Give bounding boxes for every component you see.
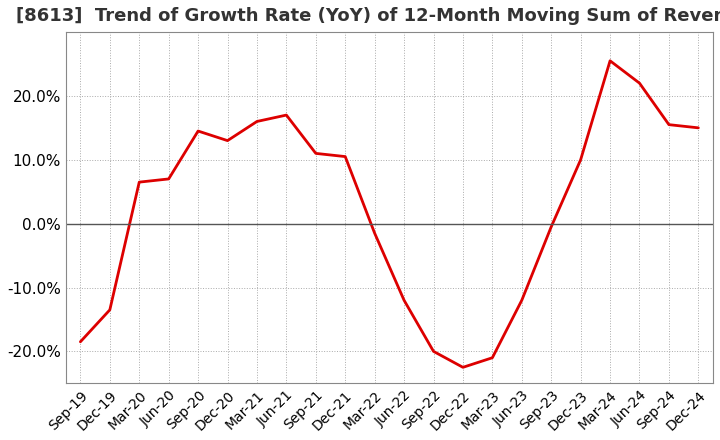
- Title: [8613]  Trend of Growth Rate (YoY) of 12-Month Moving Sum of Revenues: [8613] Trend of Growth Rate (YoY) of 12-…: [17, 7, 720, 25]
